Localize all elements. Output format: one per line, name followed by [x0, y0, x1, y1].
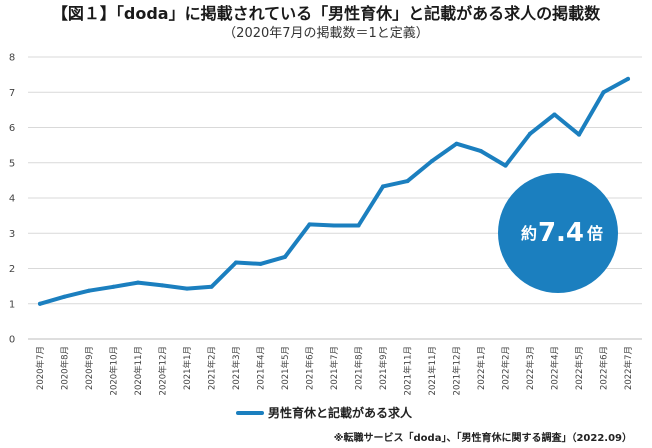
series — [38, 76, 630, 306]
ratio-bubble — [498, 173, 618, 293]
data-point — [258, 261, 263, 266]
data-point — [528, 131, 532, 136]
data-point — [356, 223, 361, 228]
x-axis-ticks: 2020年7月 2020年8月 2020年9月 2020年10月 2020年11月 202… — [35, 346, 634, 395]
data-point — [87, 288, 91, 293]
x-tick-label: 2022年2月 — [501, 346, 512, 390]
legend-label: 男性育休と記載がある求人 — [268, 405, 413, 420]
x-tick-label: 2021年3月 — [231, 346, 242, 390]
legend: 男性育休と記載がある求人 — [236, 405, 413, 420]
data-point — [160, 283, 165, 288]
x-tick-label: 2020年9月 — [84, 346, 95, 390]
x-tick-label: 2022年4月 — [550, 346, 561, 390]
data-point — [62, 294, 67, 299]
x-tick-label: 2021年5月 — [280, 346, 291, 390]
x-tick-label: 2022年1月 — [476, 346, 487, 390]
x-tick-label: 2022年7月 — [623, 346, 634, 390]
ratio-prefix: 約 — [521, 224, 537, 243]
x-tick-label: 2022年6月 — [599, 346, 610, 390]
y-tick-label: 1 — [9, 299, 15, 310]
x-tick-label: 2021年8月 — [354, 346, 365, 390]
data-point — [454, 141, 459, 146]
data-point — [332, 223, 336, 228]
x-tick-label: 2022年5月 — [574, 346, 585, 390]
data-point — [601, 90, 606, 95]
x-tick-label: 2020年11月 — [133, 346, 144, 395]
ratio-value: 7.4 — [538, 218, 584, 248]
x-tick-label: 2020年7月 — [35, 346, 46, 390]
data-point — [234, 260, 238, 265]
x-tick-label: 2021年4月 — [256, 346, 267, 390]
data-point — [381, 184, 385, 189]
data-point — [38, 301, 42, 306]
x-tick-label: 2021年7月 — [329, 346, 340, 390]
chart-subtitle: （2020年7月の掲載数＝1と定義） — [223, 25, 429, 41]
gridlines — [28, 56, 642, 340]
x-tick-label: 2022年3月 — [525, 346, 536, 390]
y-axis-ticks: 0 1 2 3 4 5 6 7 8 — [9, 53, 15, 346]
data-point — [185, 286, 189, 291]
data-point — [209, 284, 214, 289]
data-point — [405, 179, 410, 184]
y-tick-label: 2 — [9, 264, 15, 275]
data-point — [307, 222, 312, 227]
data-point — [503, 163, 508, 168]
data-point — [626, 76, 630, 81]
x-tick-label: 2021年6月 — [305, 346, 316, 390]
y-tick-label: 4 — [9, 194, 15, 205]
y-tick-label: 6 — [9, 123, 15, 134]
data-point — [479, 149, 483, 154]
y-tick-label: 8 — [9, 53, 15, 64]
x-tick-label: 2021年1月 — [182, 346, 193, 390]
data-point — [136, 280, 140, 285]
x-tick-label: 2020年12月 — [158, 346, 169, 395]
data-point — [283, 254, 287, 259]
chart-title: 【図１】「doda」に掲載されている「男性育休」と記載がある求人の掲載数 — [52, 4, 601, 23]
x-tick-label: 2021年9月 — [378, 346, 389, 390]
x-tick-label: 2021年12月 — [452, 346, 463, 395]
annotation: 約 7.4 倍 — [498, 173, 618, 293]
ratio-suffix: 倍 — [587, 224, 603, 243]
y-tick-label: 5 — [9, 158, 15, 169]
data-point — [577, 132, 581, 137]
data-point — [111, 284, 116, 289]
source-note: ※転職サービス「doda」、「男性育休に関する調査」（2022.09） — [334, 431, 632, 444]
x-tick-label: 2021年2月 — [207, 346, 218, 390]
x-tick-label: 2020年10月 — [109, 346, 120, 395]
y-tick-label: 3 — [9, 229, 15, 240]
x-tick-label: 2021年11月 — [427, 346, 438, 395]
y-tick-label: 7 — [9, 88, 15, 99]
data-point — [430, 159, 434, 163]
x-tick-label: 2020年8月 — [60, 346, 71, 390]
x-tick-label: 2021年11月 — [403, 346, 414, 395]
data-point — [552, 112, 557, 117]
y-tick-label: 0 — [9, 335, 15, 346]
